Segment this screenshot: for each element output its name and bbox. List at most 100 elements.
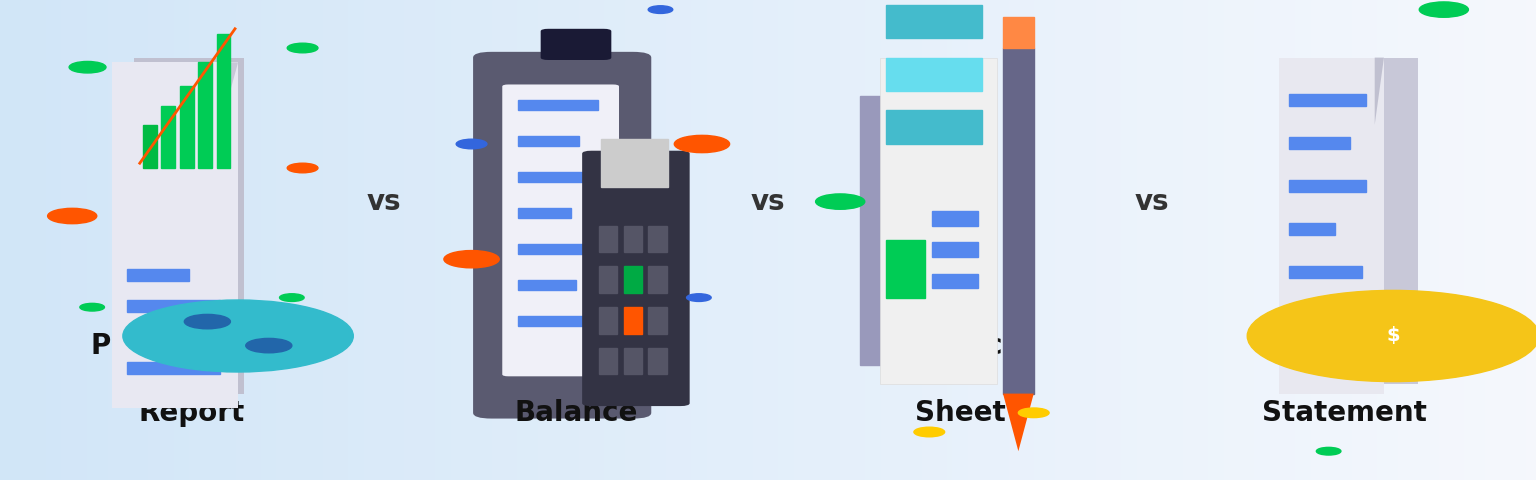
- Bar: [307, 0, 313, 480]
- Bar: [1433, 0, 1441, 480]
- Bar: [809, 0, 816, 480]
- Bar: [1095, 0, 1103, 480]
- Bar: [195, 0, 201, 480]
- Bar: [803, 0, 811, 480]
- Bar: [15, 0, 22, 480]
- Circle shape: [80, 303, 104, 311]
- Bar: [215, 0, 221, 480]
- Bar: [1075, 0, 1081, 480]
- Bar: [564, 0, 570, 480]
- Bar: [1372, 0, 1379, 480]
- Bar: [932, 242, 978, 257]
- Bar: [1152, 0, 1158, 480]
- Bar: [217, 34, 230, 168]
- Bar: [799, 0, 805, 480]
- Bar: [296, 0, 304, 480]
- Text: Trial: Trial: [542, 332, 610, 360]
- Polygon shape: [1375, 58, 1384, 125]
- Circle shape: [287, 163, 318, 173]
- Bar: [588, 0, 596, 480]
- Bar: [1034, 0, 1041, 480]
- FancyBboxPatch shape: [880, 58, 997, 384]
- Bar: [845, 0, 851, 480]
- Bar: [384, 0, 390, 480]
- Bar: [1255, 0, 1261, 480]
- Bar: [948, 0, 954, 480]
- Bar: [753, 0, 759, 480]
- Bar: [1428, 0, 1435, 480]
- Bar: [399, 0, 406, 480]
- Bar: [932, 274, 978, 288]
- Bar: [742, 0, 750, 480]
- Bar: [1044, 0, 1051, 480]
- Bar: [169, 0, 175, 480]
- Bar: [1336, 0, 1342, 480]
- Circle shape: [1419, 2, 1468, 17]
- Text: vs: vs: [367, 188, 401, 216]
- Bar: [902, 0, 908, 480]
- Bar: [542, 0, 550, 480]
- Bar: [77, 0, 83, 480]
- Bar: [441, 0, 447, 480]
- Bar: [1424, 0, 1430, 480]
- Bar: [323, 0, 329, 480]
- Bar: [825, 0, 831, 480]
- Bar: [204, 0, 212, 480]
- Bar: [66, 0, 74, 480]
- Bar: [1137, 0, 1143, 480]
- Bar: [97, 0, 104, 480]
- Bar: [886, 58, 982, 91]
- Bar: [880, 0, 888, 480]
- Bar: [127, 362, 220, 374]
- Text: Report: Report: [138, 399, 246, 427]
- Bar: [1306, 0, 1312, 480]
- Bar: [450, 0, 458, 480]
- Bar: [1018, 0, 1026, 480]
- Bar: [757, 0, 765, 480]
- Bar: [1132, 0, 1138, 480]
- Text: Profit & Loss: Profit & Loss: [91, 332, 293, 360]
- Bar: [994, 0, 1000, 480]
- Bar: [1310, 0, 1318, 480]
- Bar: [1249, 0, 1256, 480]
- Bar: [1157, 0, 1164, 480]
- Bar: [660, 0, 667, 480]
- Bar: [425, 0, 432, 480]
- Bar: [1362, 0, 1369, 480]
- Bar: [788, 0, 796, 480]
- Bar: [968, 0, 974, 480]
- Bar: [46, 0, 52, 480]
- Bar: [599, 226, 617, 252]
- Bar: [246, 0, 252, 480]
- Bar: [1409, 0, 1415, 480]
- Bar: [415, 0, 421, 480]
- Circle shape: [184, 314, 230, 329]
- Bar: [624, 226, 642, 252]
- Bar: [1193, 0, 1200, 480]
- Bar: [599, 0, 605, 480]
- Bar: [648, 348, 667, 374]
- Bar: [318, 0, 324, 480]
- Bar: [906, 0, 912, 480]
- Bar: [886, 240, 925, 298]
- Bar: [1106, 0, 1112, 480]
- Bar: [865, 0, 872, 480]
- Bar: [507, 0, 513, 480]
- Bar: [876, 0, 882, 480]
- Bar: [1060, 0, 1066, 480]
- Bar: [707, 0, 713, 480]
- Bar: [511, 0, 519, 480]
- Bar: [92, 0, 98, 480]
- Bar: [1003, 0, 1011, 480]
- Bar: [1218, 0, 1226, 480]
- Bar: [518, 172, 604, 182]
- Bar: [691, 0, 697, 480]
- Bar: [625, 0, 631, 480]
- Bar: [518, 0, 524, 480]
- Bar: [671, 0, 677, 480]
- Bar: [1316, 0, 1322, 480]
- Bar: [272, 0, 278, 480]
- Bar: [312, 0, 319, 480]
- Bar: [241, 0, 247, 480]
- Bar: [1270, 0, 1276, 480]
